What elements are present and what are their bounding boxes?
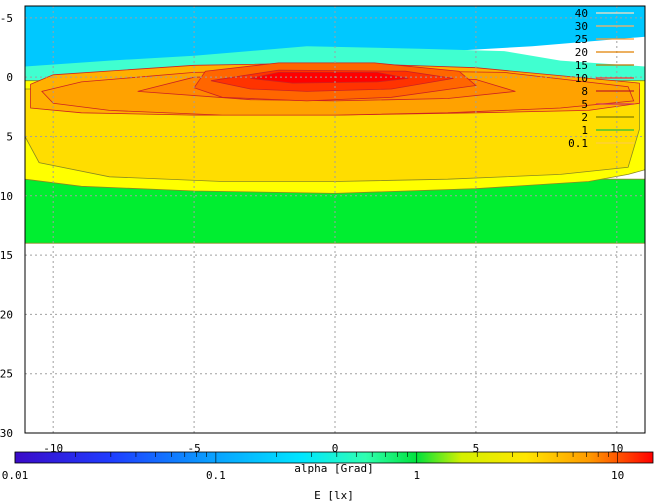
legend-label: 40 bbox=[575, 7, 588, 20]
legend-label: 0.1 bbox=[568, 137, 588, 150]
legend-label: 1 bbox=[581, 124, 588, 137]
y-tick-label: 30 bbox=[0, 427, 13, 440]
colorbar-title: E [lx] bbox=[314, 489, 354, 502]
legend-label: 5 bbox=[581, 98, 588, 111]
legend-label: 8 bbox=[581, 85, 588, 98]
plot-area bbox=[25, 6, 645, 244]
y-tick-label: 15 bbox=[0, 249, 13, 262]
colorbar-tick-label: 1 bbox=[413, 469, 420, 482]
colorbar: 0.01 0.1 1 10 bbox=[2, 451, 654, 482]
heat-band-8 bbox=[250, 72, 409, 84]
colorbar-tick-label: 0.1 bbox=[206, 469, 226, 482]
legend-label: 25 bbox=[575, 33, 588, 46]
legend-label: 2 bbox=[581, 111, 588, 124]
x-tick-label: 5 bbox=[473, 442, 480, 455]
y-tick-label: -5 bbox=[0, 12, 13, 25]
colorbar-tick-label: 10 bbox=[611, 469, 624, 482]
legend-label: 20 bbox=[575, 46, 588, 59]
y-tick-label: 20 bbox=[0, 308, 13, 321]
plot-frame bbox=[24, 5, 646, 434]
legend-label: 15 bbox=[575, 59, 588, 72]
legend-label: 10 bbox=[575, 72, 588, 85]
band-top bbox=[25, 6, 645, 73]
colorbar-tick-label: 0.01 bbox=[2, 469, 29, 482]
y-tick-label: 5 bbox=[6, 130, 13, 143]
y-tick-label: 25 bbox=[0, 368, 13, 381]
y-tick-label: 10 bbox=[0, 190, 13, 203]
legend-label: 30 bbox=[575, 20, 588, 33]
x-axis-title: alpha [Grad] bbox=[294, 462, 373, 475]
x-tick-label: 0 bbox=[332, 442, 339, 455]
y-tick-label: 0 bbox=[6, 71, 13, 84]
